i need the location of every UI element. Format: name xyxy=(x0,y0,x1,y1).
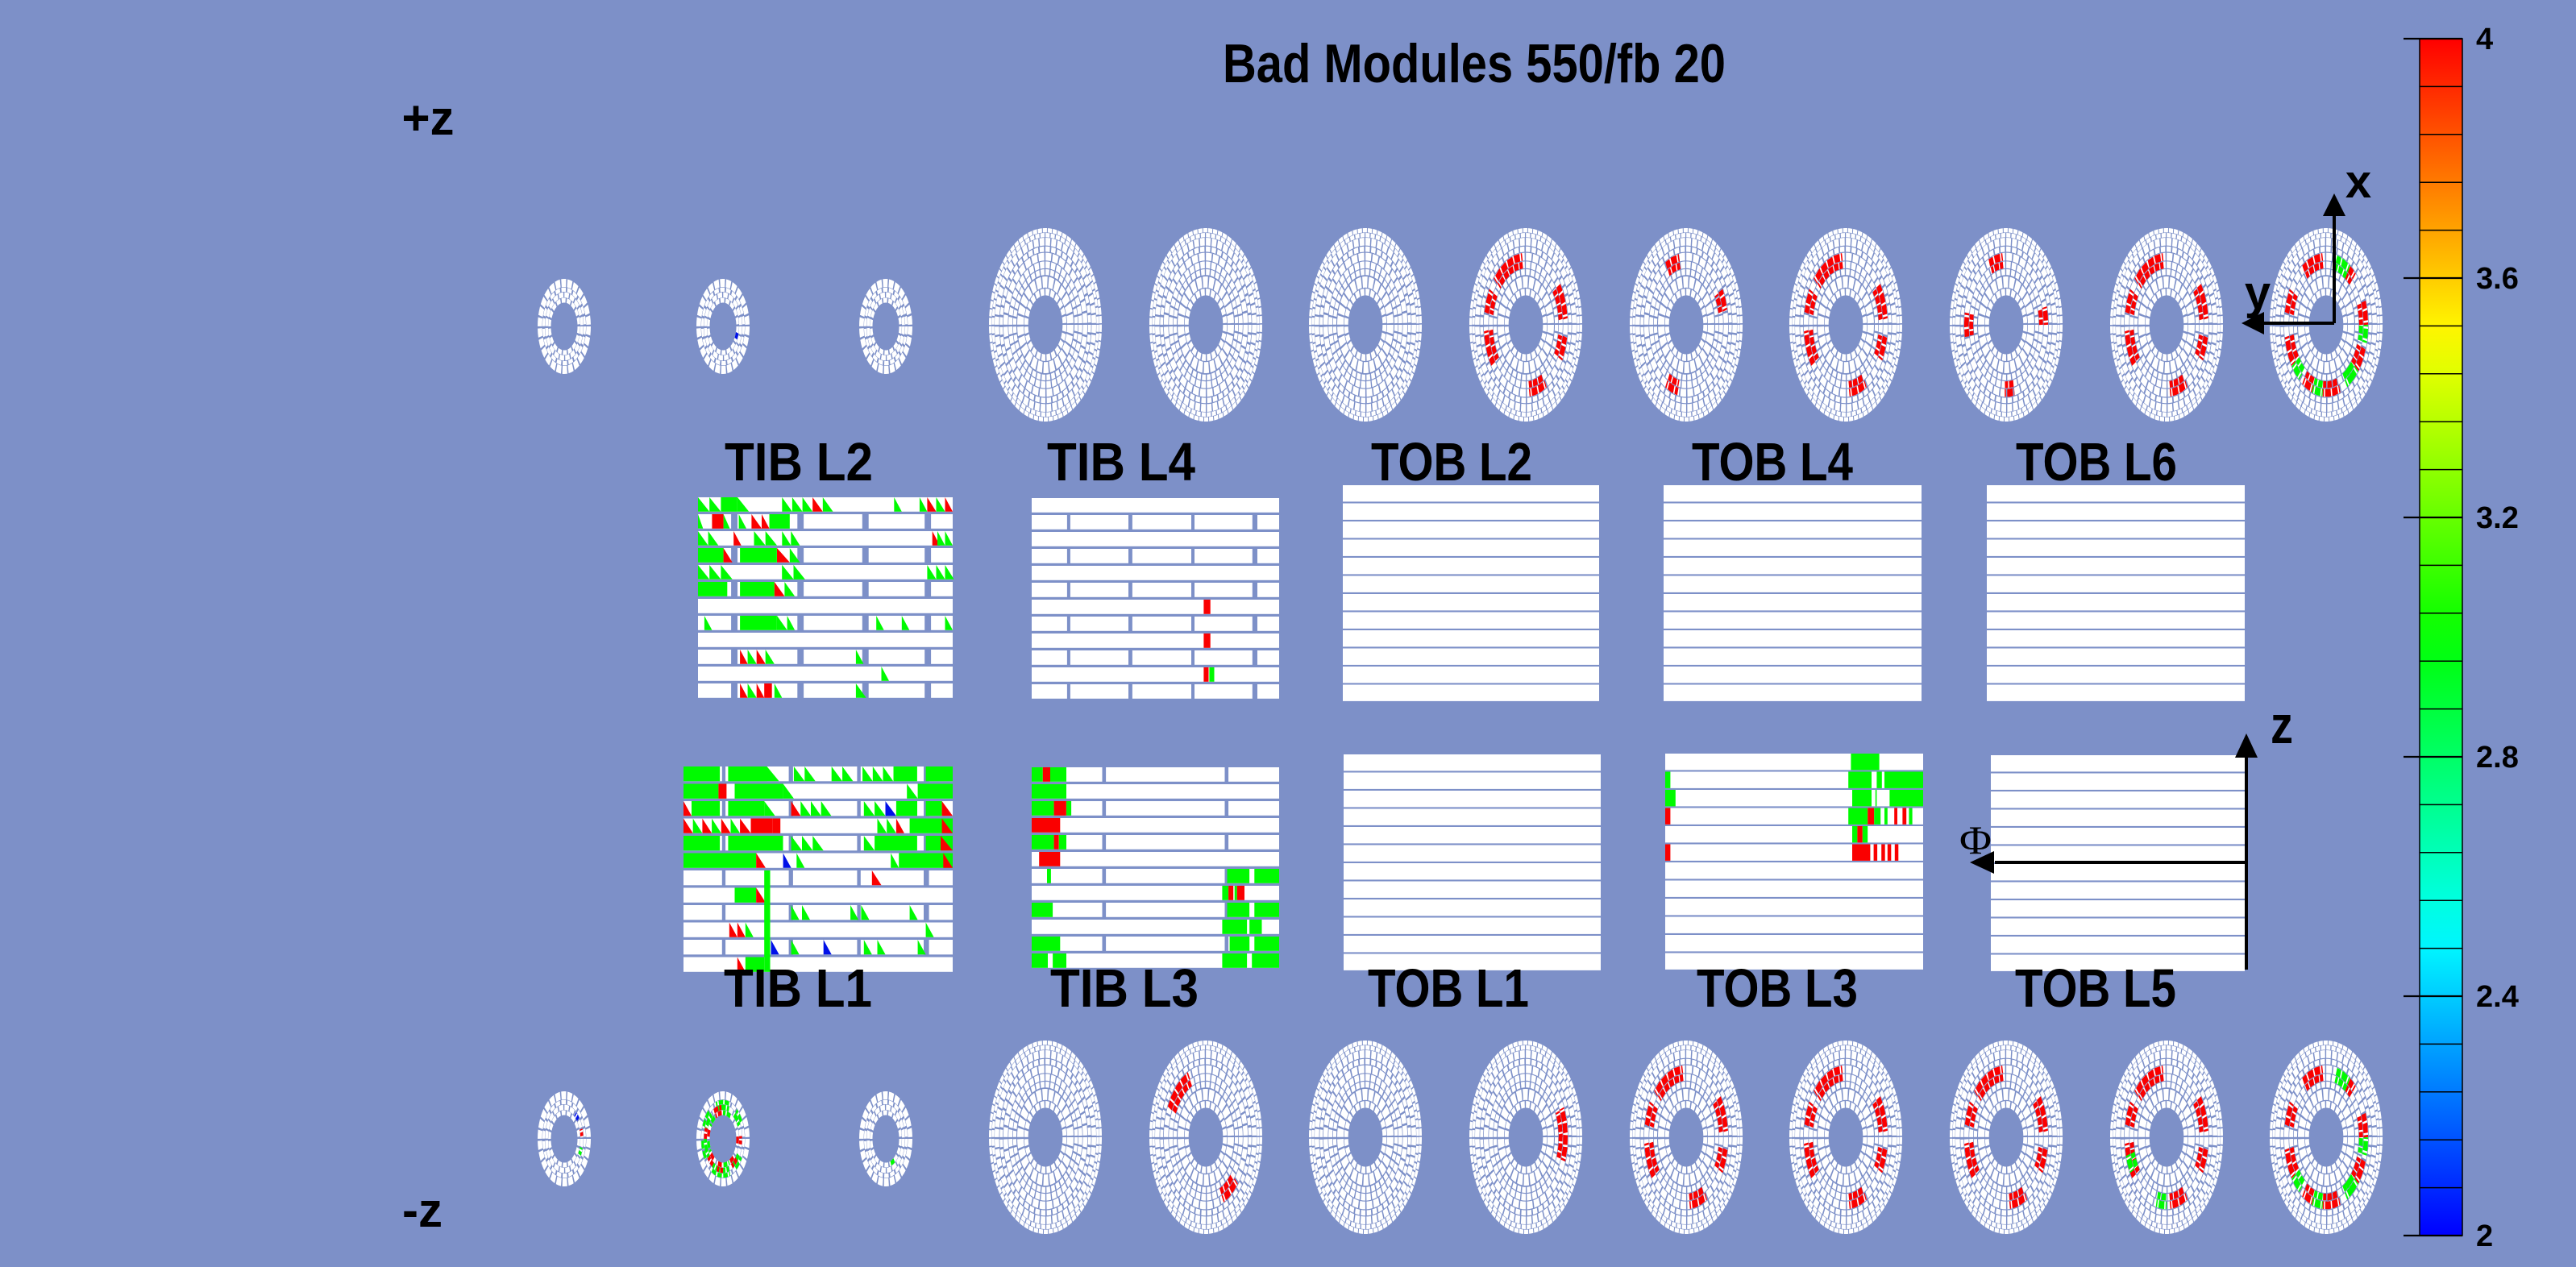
svg-text:TOB L6: TOB L6 xyxy=(2016,432,2177,492)
svg-text:TOB L3: TOB L3 xyxy=(1697,958,1858,1019)
svg-text:TIB L2: TIB L2 xyxy=(725,432,873,492)
svg-text:TOB L2: TOB L2 xyxy=(1371,432,1532,492)
svg-text:Φ: Φ xyxy=(1959,817,1992,862)
svg-text:z: z xyxy=(2271,695,2293,754)
svg-text:Bad Modules 550/fb 20: Bad Modules 550/fb 20 xyxy=(1223,33,1726,94)
svg-text:TOB L4: TOB L4 xyxy=(1692,432,1853,492)
svg-text:2: 2 xyxy=(2476,1219,2493,1253)
svg-text:2.8: 2.8 xyxy=(2476,741,2519,775)
svg-text:TIB L3: TIB L3 xyxy=(1050,958,1199,1019)
svg-text:x: x xyxy=(2345,156,2371,208)
svg-text:3.6: 3.6 xyxy=(2476,262,2519,296)
svg-text:TOB L1: TOB L1 xyxy=(1368,958,1529,1019)
svg-text:TOB L5: TOB L5 xyxy=(2015,958,2176,1019)
svg-text:-z: -z xyxy=(402,1183,442,1237)
svg-text:4: 4 xyxy=(2476,23,2493,56)
svg-text:y: y xyxy=(2245,267,2271,319)
svg-text:TIB L4: TIB L4 xyxy=(1047,432,1195,492)
svg-text:+z: +z xyxy=(401,91,454,145)
svg-text:2.4: 2.4 xyxy=(2476,980,2519,1014)
svg-text:TIB L1: TIB L1 xyxy=(724,958,872,1019)
svg-text:3.2: 3.2 xyxy=(2476,501,2519,535)
